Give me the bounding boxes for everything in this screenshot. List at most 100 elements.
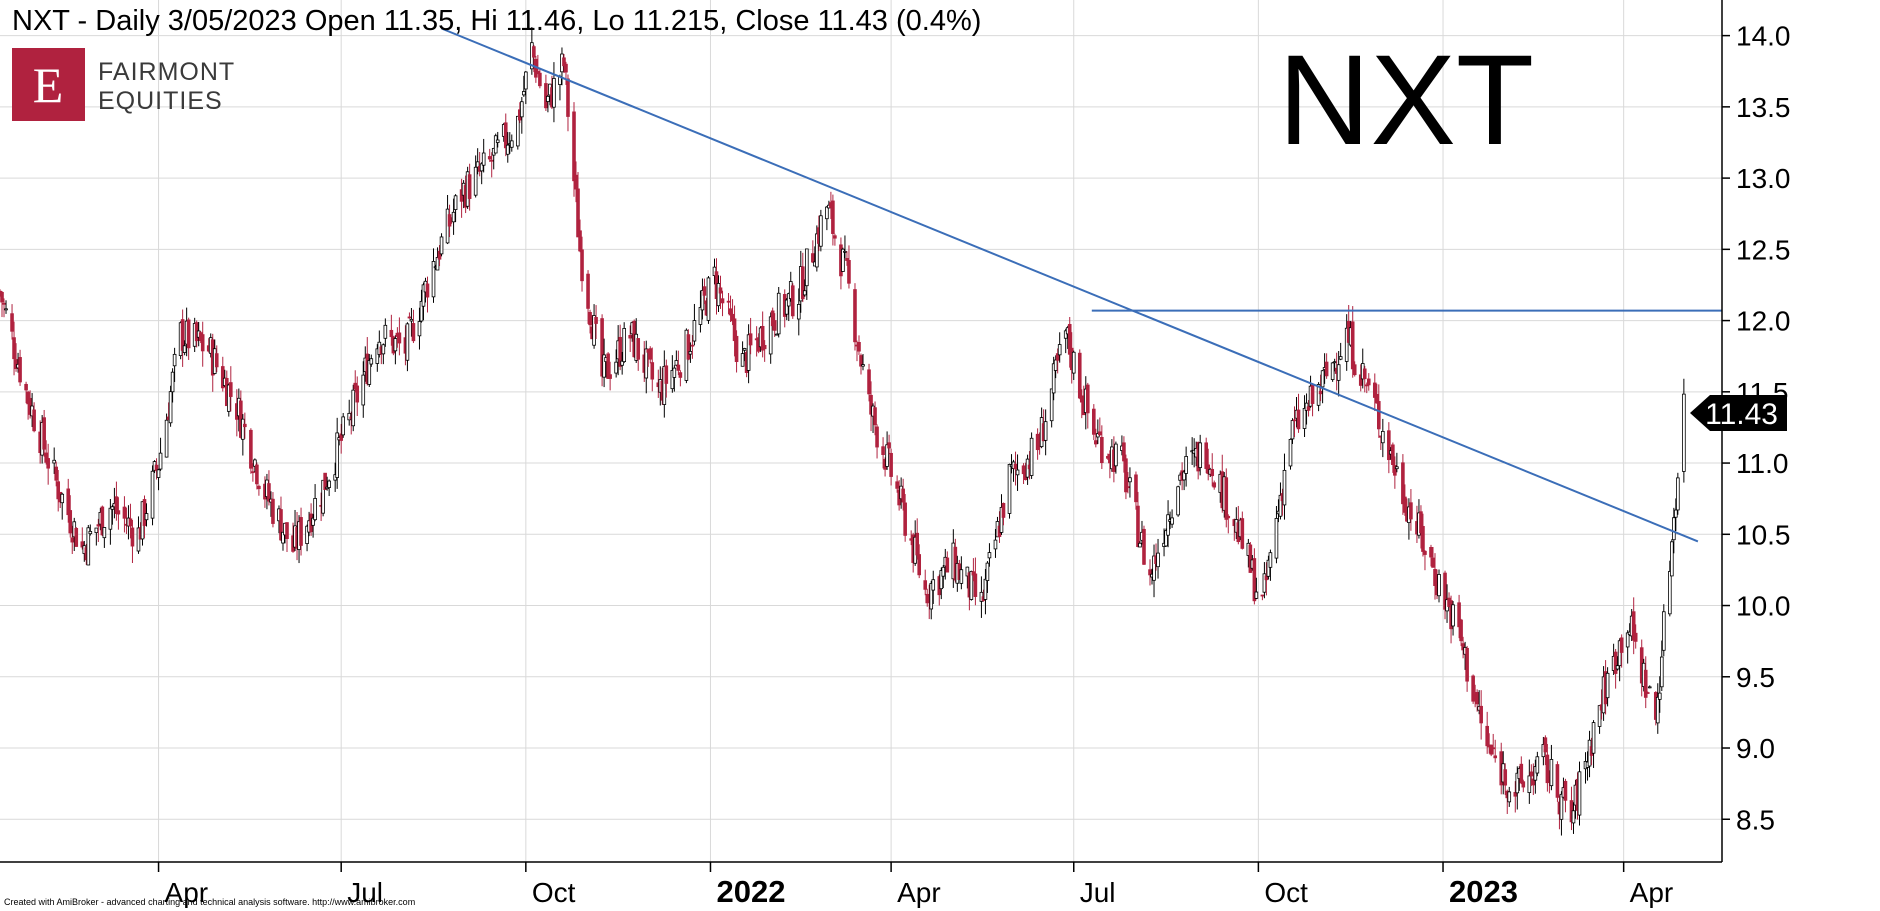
candle-body: [903, 502, 907, 536]
candle-body: [516, 115, 520, 147]
y-tick-label: 13.5: [1736, 92, 1791, 123]
candle-body: [397, 332, 402, 344]
candle-body: [636, 338, 641, 360]
fairmont-logo: E FAIRMONT EQUITIES: [12, 48, 234, 121]
candle-body: [1529, 771, 1534, 777]
candle-body: [1381, 430, 1385, 444]
candle-body: [467, 174, 472, 199]
candle-body: [1613, 651, 1618, 674]
candle-body: [1071, 351, 1076, 374]
candle-body: [1049, 388, 1054, 422]
candle-body: [419, 300, 424, 322]
y-tick-label: 8.5: [1736, 804, 1775, 835]
candle-body: [606, 353, 610, 379]
candle-body: [901, 488, 905, 503]
candle-body: [847, 260, 851, 284]
x-tick-label: Jul: [347, 877, 383, 908]
candle-body: [1316, 384, 1321, 406]
candle-body: [389, 329, 394, 338]
candle-body: [279, 509, 283, 541]
candle-body: [1362, 368, 1367, 380]
candle-body: [1296, 409, 1301, 430]
candle-body: [52, 459, 56, 464]
candle-body: [1029, 437, 1034, 476]
x-tick-label: Oct: [532, 877, 576, 908]
candle-body: [229, 382, 233, 397]
candle-body: [1443, 572, 1447, 610]
candle-body: [70, 537, 75, 543]
candle-body: [576, 188, 580, 238]
candle-body: [690, 344, 695, 347]
candle-body: [172, 353, 177, 367]
candle-body: [1559, 793, 1564, 820]
candle-body: [1224, 477, 1229, 520]
candle-body: [522, 91, 526, 96]
candle-body: [1545, 754, 1550, 784]
candle-body: [393, 338, 398, 352]
candle-body: [351, 389, 356, 427]
candle-body: [1429, 546, 1433, 558]
candle-body: [672, 367, 677, 378]
candle-body: [796, 304, 801, 320]
candle-body: [869, 394, 873, 415]
candle-body: [586, 273, 590, 309]
candle-body: [341, 416, 345, 436]
candle-body: [768, 316, 773, 355]
candle-body: [407, 316, 412, 319]
x-tick-label: Apr: [1630, 877, 1674, 908]
candle-body: [732, 318, 737, 342]
candle-body: [405, 323, 410, 361]
candle-body: [578, 230, 582, 252]
candle-body: [1372, 382, 1377, 398]
candle-body: [1659, 656, 1664, 688]
candle-body: [122, 506, 127, 519]
candle-body: [819, 215, 823, 247]
candle-body: [1318, 390, 1323, 395]
candle-body: [327, 480, 331, 488]
candle-body: [1122, 442, 1126, 462]
downtrend-line: [441, 27, 1699, 543]
candle-body: [726, 300, 731, 303]
candle-body: [803, 290, 807, 296]
candle-body: [1619, 637, 1624, 653]
candle-body: [1461, 643, 1465, 651]
candle-body: [150, 470, 155, 519]
candle-body: [1013, 463, 1018, 470]
price-tag-shape: [1690, 395, 1787, 431]
candle-body: [815, 233, 819, 268]
candle-body: [361, 374, 366, 406]
candle-body: [142, 499, 147, 526]
candle-body: [881, 446, 885, 455]
candle-body: [435, 257, 440, 271]
candle-body: [1164, 530, 1168, 547]
candle-body: [1366, 378, 1371, 386]
candle-body: [1057, 344, 1062, 356]
candle-body: [1513, 791, 1518, 797]
candle-body: [1377, 401, 1381, 430]
candle-body: [1092, 408, 1096, 435]
candle-body: [1114, 443, 1118, 467]
candle-body: [1549, 759, 1554, 787]
logo-line-2: EQUITIES: [98, 87, 223, 115]
candle-body: [1274, 518, 1279, 559]
candle-body: [42, 417, 46, 450]
candle-body: [572, 111, 576, 182]
candle-body: [1148, 569, 1152, 576]
candle-body: [520, 101, 524, 118]
candle-body: [1459, 619, 1463, 642]
candle-body: [505, 144, 510, 155]
candle-body: [4, 308, 8, 311]
candle-body: [987, 552, 992, 559]
candle-body: [80, 541, 85, 548]
candle-body: [355, 385, 360, 403]
candle-body: [1507, 791, 1512, 803]
candle-body: [1676, 477, 1680, 511]
candle-body: [1401, 462, 1405, 505]
candle-body: [271, 498, 275, 524]
candle-body: [831, 200, 835, 234]
candle-body: [451, 211, 456, 223]
candle-body: [592, 315, 596, 346]
y-tick-label: 9.5: [1736, 662, 1775, 693]
